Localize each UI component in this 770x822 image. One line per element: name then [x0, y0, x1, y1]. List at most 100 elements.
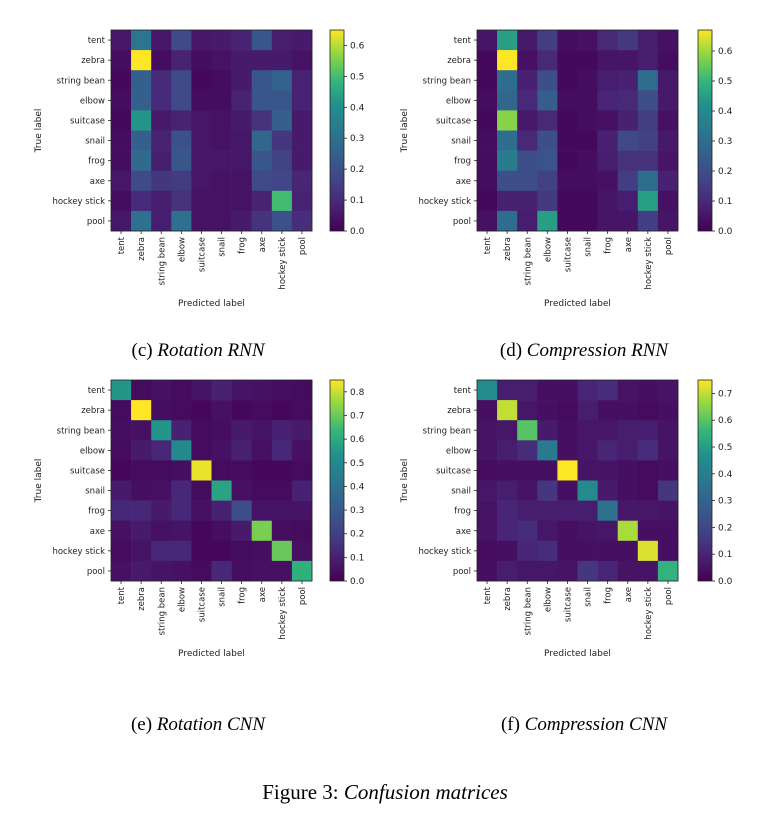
heatmap-cell [557, 90, 578, 111]
heatmap-cell [111, 50, 132, 71]
y-tick-label: pool [87, 567, 105, 577]
heatmap-cell [131, 210, 152, 232]
heatmap-cell [477, 420, 498, 441]
heatmap-cell [291, 440, 313, 461]
x-tick-label: tent [483, 236, 493, 254]
heatmap-cell [291, 540, 313, 562]
subfigure-caption: (f) Compression CNN [501, 714, 668, 735]
heatmap-cell [617, 110, 639, 131]
heatmap-cell [577, 540, 598, 562]
heatmap-cell [251, 460, 273, 481]
heatmap-cell [131, 190, 152, 212]
heatmap-cell [131, 130, 152, 151]
heatmap-cell [151, 560, 172, 582]
heatmap-cell [171, 170, 192, 192]
heatmap-cell [271, 480, 293, 501]
heatmap-cell [131, 520, 152, 542]
heatmap-cell [191, 560, 212, 582]
heatmap-cell [251, 130, 273, 151]
heatmap-cell [517, 70, 538, 91]
subfigure-caption-label: (d) [500, 340, 527, 361]
y-tick-label: suitcase [70, 116, 105, 126]
heatmap-cell [111, 400, 132, 421]
x-tick-label: frog [238, 587, 248, 604]
heatmap-cell [231, 480, 252, 501]
heatmap-cell [211, 110, 232, 131]
colorbar-tick-label: 0.0 [718, 227, 733, 237]
heatmap-cell [131, 90, 152, 111]
heatmap-cell [597, 440, 618, 461]
heatmap-cell [131, 420, 152, 441]
heatmap-cell [617, 440, 639, 461]
heatmap-cell [231, 30, 252, 51]
heatmap-cell [191, 170, 212, 192]
colorbar [329, 29, 345, 232]
heatmap-cell [537, 520, 558, 542]
heatmap-cell [657, 130, 679, 151]
heatmap-cell [577, 460, 598, 481]
heatmap-cell [151, 130, 172, 151]
x-tick-label: suitcase [197, 587, 207, 622]
heatmap-cell [517, 110, 538, 131]
heatmap-cell [171, 90, 192, 111]
heatmap-cell [291, 380, 313, 401]
heatmap-cell [637, 540, 659, 562]
heatmap-cell [637, 30, 659, 51]
x-tick-label: tent [117, 586, 127, 604]
heatmap-cell [537, 540, 558, 562]
heatmap-cell [657, 150, 679, 171]
heatmap-cell [131, 380, 152, 401]
heatmap-cell [557, 50, 578, 71]
x-tick-label: pool [664, 587, 674, 605]
heatmap-cell [637, 500, 659, 521]
figure-caption: Figure 3: Confusion matrices [262, 780, 508, 804]
heatmap-cell [211, 70, 232, 91]
subfigure-caption-title: Compression CNN [525, 714, 669, 735]
x-tick-label: pool [298, 587, 308, 605]
y-tick-label: axe [456, 177, 471, 187]
x-tick-label: suitcase [197, 237, 207, 272]
x-axis-title: Predicted label [544, 299, 611, 309]
subfigure-caption-label: (e) [131, 714, 157, 735]
heatmap-cell [151, 150, 172, 171]
heatmap-cell [291, 150, 313, 171]
heatmap-cell [191, 90, 212, 111]
heatmap-cell [271, 420, 293, 441]
x-tick-label: pool [664, 237, 674, 255]
heatmap-cell [537, 70, 558, 91]
colorbar-tick-label: 0.3 [718, 137, 732, 147]
heatmap-cell [617, 150, 639, 171]
heatmap-cell [637, 130, 659, 151]
heatmap-cell [151, 480, 172, 501]
heatmap-cell [597, 560, 618, 582]
heatmap-cell [477, 380, 498, 401]
x-tick-label: frog [604, 237, 614, 254]
x-tick-label: string bean [157, 587, 167, 635]
heatmap-cell [477, 440, 498, 461]
heatmap-cell [557, 440, 578, 461]
subfigure-caption: (e) Rotation CNN [131, 714, 266, 735]
heatmap-cell [657, 30, 679, 51]
heatmap-cell [637, 480, 659, 501]
heatmap-cell [191, 440, 212, 461]
heatmap-cell [557, 560, 578, 582]
heatmap-cell [171, 70, 192, 91]
heatmap-cell [617, 130, 639, 151]
heatmap-cell [557, 500, 578, 521]
heatmap-cell [517, 460, 538, 481]
colorbar-tick-label: 0.6 [350, 435, 365, 445]
y-tick-label: hockey stick [52, 197, 105, 207]
heatmap-cell [657, 70, 679, 91]
y-tick-label: snail [451, 137, 471, 147]
heatmap-cell [657, 540, 679, 562]
x-tick-label: hockey stick [278, 587, 288, 640]
heatmap-cell [211, 480, 232, 501]
heatmap-cell [211, 150, 232, 171]
heatmap-cell [111, 460, 132, 481]
x-tick-label: string bean [157, 237, 167, 285]
heatmap-cell [291, 30, 313, 51]
heatmap-cell [657, 520, 679, 542]
heatmap-cell [537, 380, 558, 401]
heatmap-cell [271, 210, 293, 232]
heatmap-cell [597, 520, 618, 542]
